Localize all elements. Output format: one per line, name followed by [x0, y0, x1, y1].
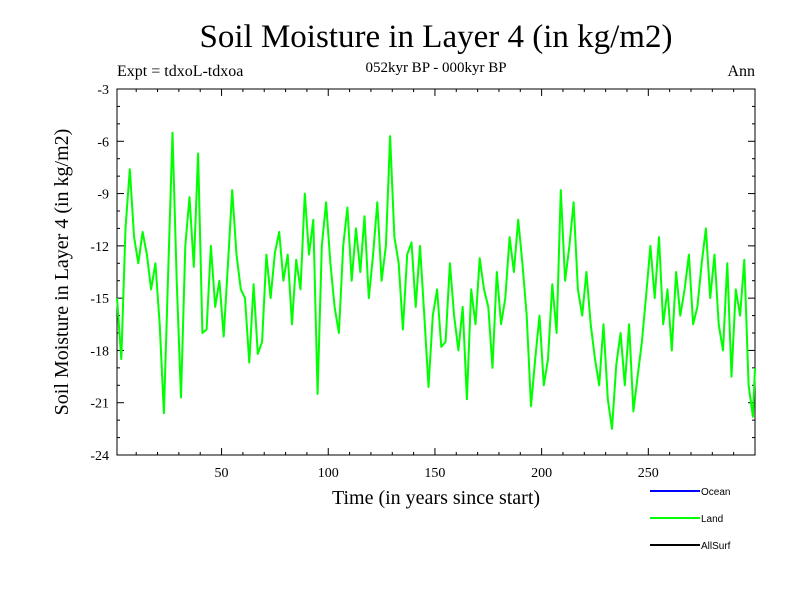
- experiment-label: Expt = tdxoL-tdxoa: [117, 63, 243, 80]
- chart-subtitle: 052kyr BP - 000kyr BP: [365, 60, 506, 76]
- y-tick-label: -24: [90, 449, 109, 464]
- x-tick-label: 150: [424, 466, 445, 481]
- legend: Ocean Land AllSurf: [650, 487, 731, 552]
- legend-label-ocean: Ocean: [701, 487, 730, 498]
- x-tick-label: 100: [318, 466, 339, 481]
- y-tick-label: -18: [90, 344, 109, 359]
- period-label: Ann: [727, 63, 755, 80]
- y-tick-label: -12: [90, 240, 109, 255]
- y-tick-label: -15: [90, 292, 109, 307]
- y-tick-label: -6: [97, 135, 109, 150]
- x-tick-label: 200: [531, 466, 552, 481]
- x-tick-label: 250: [638, 466, 659, 481]
- x-axis-label: Time (in years since start): [332, 487, 540, 509]
- plot-frame: [116, 88, 756, 456]
- chart-title: Soil Moisture in Layer 4 (in kg/m2): [200, 19, 673, 55]
- series-line-land: [116, 131, 756, 430]
- plot-area: -3 -6 -9 -12 -15 -18 -21 -24 50 100 150 200 250: [90, 83, 756, 481]
- y-tick-label: -21: [90, 397, 109, 412]
- legend-label-land: Land: [701, 514, 723, 525]
- x-tick-label: 50: [215, 466, 229, 481]
- y-tick-label: -3: [97, 83, 109, 98]
- y-axis-label: Soil Moisture in Layer 4 (in kg/m2): [51, 129, 73, 416]
- y-tick-label: -9: [97, 188, 109, 203]
- legend-label-allsurf: AllSurf: [701, 541, 731, 552]
